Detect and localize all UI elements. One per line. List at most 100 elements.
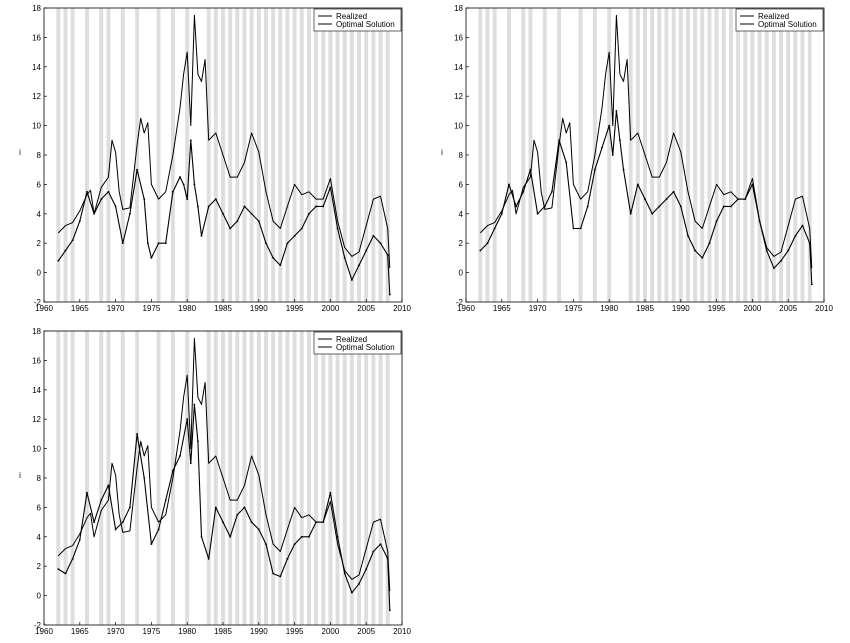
data-point	[279, 575, 282, 578]
shaded-band	[235, 8, 240, 302]
data-point	[565, 161, 568, 164]
shaded-band	[743, 8, 748, 302]
shaded-band	[271, 8, 276, 302]
data-point	[189, 139, 192, 142]
data-point	[765, 249, 768, 252]
data-point	[197, 205, 199, 208]
data-point	[308, 535, 310, 538]
data-point	[272, 257, 275, 259]
shaded-band	[235, 331, 240, 625]
y-tick-label: 18	[454, 4, 463, 13]
y-tick-label: -2	[34, 621, 42, 630]
series-line-optimal-solution	[57, 139, 391, 295]
data-point	[143, 477, 146, 479]
data-point	[493, 227, 496, 230]
data-point	[179, 176, 181, 178]
shaded-band	[271, 331, 276, 625]
data-point	[286, 557, 289, 560]
shaded-band	[299, 8, 304, 302]
x-tick-label: 2005	[357, 304, 375, 313]
y-tick-label: 12	[32, 92, 41, 101]
data-point	[679, 205, 682, 208]
data-point	[515, 205, 518, 208]
data-point	[787, 249, 790, 252]
data-point	[365, 249, 368, 252]
data-point	[207, 205, 210, 208]
shaded-band	[728, 8, 733, 302]
data-point	[57, 568, 60, 571]
y-axis-label: i	[441, 148, 443, 157]
shaded-band	[156, 8, 161, 302]
shaded-band	[206, 331, 211, 625]
x-tick-label: 2010	[393, 304, 411, 313]
data-point	[129, 506, 131, 509]
x-tick-label: 2010	[393, 627, 411, 636]
shaded-band	[685, 8, 690, 302]
data-point	[93, 212, 96, 215]
data-point	[672, 190, 675, 193]
shaded-band	[342, 8, 347, 302]
data-point	[379, 543, 382, 546]
shaded-band	[106, 8, 111, 302]
shaded-band	[528, 8, 533, 302]
y-tick-label: 12	[454, 92, 463, 101]
x-tick-label: 1970	[529, 304, 547, 313]
legend-label: Optimal Solution	[758, 20, 817, 29]
shaded-band	[371, 331, 376, 625]
legend-box	[313, 331, 402, 355]
data-point	[722, 205, 725, 208]
shaded-band	[292, 8, 297, 302]
shaded-band	[314, 8, 319, 302]
data-point	[64, 249, 67, 252]
y-tick-label: 12	[32, 415, 41, 424]
y-tick-label: 14	[454, 63, 463, 72]
legend-label: Optimal Solution	[336, 20, 395, 29]
y-tick-label: 6	[459, 180, 464, 189]
data-point	[200, 234, 203, 237]
shaded-band	[714, 8, 719, 302]
shaded-band	[342, 331, 347, 625]
data-point	[572, 227, 575, 230]
shaded-band	[56, 8, 61, 302]
y-tick-label: 16	[32, 356, 41, 365]
y-tick-label: 16	[454, 33, 463, 42]
data-point	[293, 234, 296, 237]
shaded-band	[757, 8, 762, 302]
shaded-band	[99, 331, 104, 625]
data-point	[615, 110, 618, 112]
shaded-band	[99, 8, 104, 302]
x-tick-label: 1965	[71, 304, 89, 313]
shaded-band	[492, 8, 497, 302]
data-point	[146, 242, 149, 245]
data-point	[129, 212, 131, 215]
x-tick-label: 1980	[178, 627, 196, 636]
shaded-band	[557, 8, 562, 302]
data-point	[636, 183, 639, 186]
shaded-band	[63, 331, 68, 625]
data-point	[322, 205, 325, 208]
data-point	[336, 535, 339, 538]
line-chart-2: 1960 1965 1970 1975 1980 1985 1990 1995 2000 2005…	[441, 4, 833, 313]
x-tick-label: 1975	[143, 304, 161, 313]
data-point	[579, 227, 582, 230]
data-point	[379, 242, 382, 245]
data-point	[508, 183, 510, 186]
data-point	[744, 198, 747, 201]
data-point	[157, 242, 160, 245]
shaded-band	[635, 8, 640, 302]
x-tick-label: 2005	[779, 304, 797, 313]
data-point	[222, 521, 224, 523]
x-tick-label: 1990	[250, 627, 268, 636]
data-point	[358, 264, 360, 267]
data-point	[365, 568, 368, 571]
data-point	[529, 168, 532, 171]
x-tick-label: 2000	[744, 304, 762, 313]
data-point	[687, 234, 689, 237]
data-point	[100, 499, 103, 501]
shaded-band	[135, 8, 140, 302]
shaded-band	[764, 8, 769, 302]
line-chart-1: 1960 1965 1970 1975 1980 1985 1990 1995 2000 2005…	[19, 4, 411, 313]
data-point	[543, 205, 546, 208]
data-point	[500, 212, 503, 215]
